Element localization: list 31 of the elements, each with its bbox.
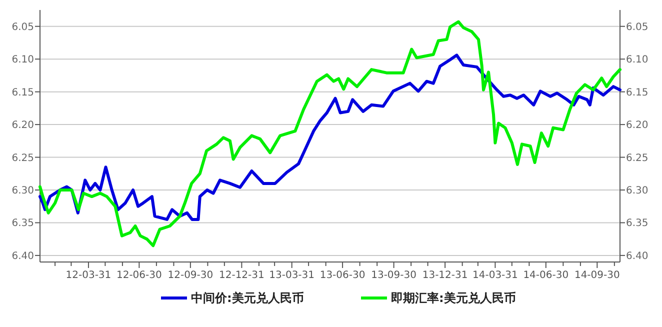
x-tick-label: 13-12-31 [422, 270, 468, 281]
x-tick-label: 12-09-30 [168, 270, 214, 281]
y2-tick-label: 6.25 [626, 152, 648, 164]
x-tick-label: 13-03-31 [269, 270, 315, 281]
y2-tick-label: 6.30 [626, 186, 648, 196]
y2-tick-label: 6.15 [626, 87, 648, 98]
y-tick-label: 6.20 [12, 120, 34, 132]
y2-tick-label: 6.40 [626, 250, 648, 262]
x-tick-label: 12-12-31 [218, 270, 264, 281]
y-tick-label: 6.30 [12, 186, 34, 196]
legend-label: 即期汇率:美元兑人民币 [391, 291, 516, 306]
x-tick-label: 12-03-31 [66, 270, 112, 281]
line-series [38, 54, 622, 221]
x-tick-label: 12-06-30 [116, 270, 162, 281]
y-tick-label: 6.10 [12, 54, 34, 66]
y-tick-label: 6.15 [12, 87, 34, 98]
y2-tick-label: 6.20 [626, 120, 648, 132]
y-tick-label: 6.40 [12, 250, 34, 262]
y-tick-label: 6.05 [12, 22, 34, 33]
line-series [38, 20, 622, 248]
y2-tick-label: 6.35 [626, 218, 648, 230]
x-tick-label: 14-03-31 [472, 270, 518, 281]
y-tick-label: 6.35 [12, 218, 34, 230]
y2-tick-label: 6.05 [626, 22, 648, 33]
x-tick-label: 13-06-30 [320, 270, 366, 281]
x-tick-label: 14-09-30 [574, 270, 620, 281]
x-tick-label: 13-09-30 [371, 270, 416, 281]
y-tick-label: 6.25 [12, 152, 34, 164]
x-tick-label: 14-06-30 [523, 270, 569, 281]
legend-label: 中间价:美元兑人民币 [191, 291, 304, 306]
y2-tick-label: 6.10 [626, 54, 648, 66]
